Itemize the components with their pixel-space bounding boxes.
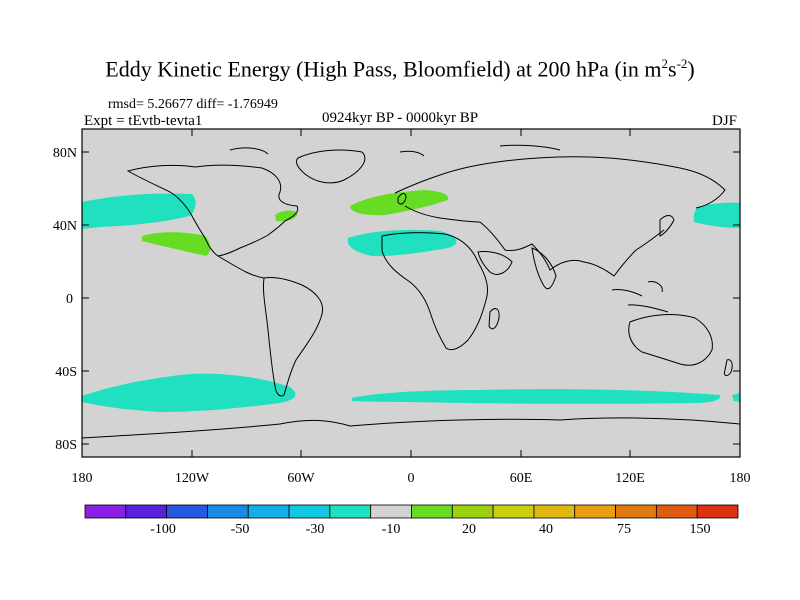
coastline-new-zealand xyxy=(724,359,733,377)
x-tick-label: 60W xyxy=(287,471,315,486)
experiment-label: Expt = tEvtb-tevta1 xyxy=(84,113,203,129)
coastline-uk xyxy=(397,193,407,205)
y-tick-label: 40N xyxy=(53,219,77,234)
colorbar-label: -30 xyxy=(306,522,325,537)
x-tick-label: 120W xyxy=(175,471,210,486)
coastline-central-america xyxy=(217,255,265,279)
colorbar-swatch xyxy=(492,504,535,519)
coastline-india xyxy=(531,247,557,290)
colorbar-labels: -100 -50 -30 -10 20 40 75 150 xyxy=(150,522,710,537)
coastline-europe-mediterranean xyxy=(404,205,481,223)
coastline-south-america xyxy=(263,277,324,397)
colorbar-swatch xyxy=(207,504,249,519)
colorbar-swatch xyxy=(411,504,453,519)
colorbar-label: 75 xyxy=(617,522,631,537)
colorbar-swatch xyxy=(288,504,331,519)
coastline-australia xyxy=(628,314,713,366)
coastline-arabia xyxy=(477,251,513,275)
coastline-madagascar xyxy=(488,308,500,330)
southern-ocean-east-tip xyxy=(732,393,740,402)
colorbar-label: -100 xyxy=(150,522,176,537)
colorbar-label: -10 xyxy=(382,522,401,537)
coastlines xyxy=(81,144,741,439)
map-panel: 180 120W 60W 0 60E 120E 180 80N 40N 0 40… xyxy=(53,128,751,486)
x-tick-label: 120E xyxy=(615,471,645,486)
colorbar-swatch xyxy=(166,504,208,519)
north-atlantic-positive-band xyxy=(350,190,449,216)
x-tick-label: 180 xyxy=(730,471,751,486)
north-pacific-negative-band xyxy=(82,193,196,229)
y-tick-label: 80S xyxy=(55,438,77,453)
north-pacific-east-positive-band xyxy=(142,232,211,256)
colorbar-swatch xyxy=(655,504,698,519)
colorbar-label: -50 xyxy=(231,522,250,537)
coastline-north-america xyxy=(126,164,299,257)
south-pacific-negative-band xyxy=(82,373,296,412)
y-tick-label: 80N xyxy=(53,146,77,161)
x-tick-label: 180 xyxy=(72,471,93,486)
coastline-antarctica xyxy=(81,417,741,439)
coastline-africa xyxy=(381,232,489,351)
colorbar-swatch xyxy=(247,504,290,519)
coastline-asia-south xyxy=(479,221,665,277)
x-axis-ticks xyxy=(81,129,741,457)
southern-ocean-negative-band xyxy=(352,389,721,404)
colorbar-swatch xyxy=(615,504,657,519)
y-tick-label: 0 xyxy=(66,292,73,307)
colorbar: -100 -50 -30 -10 20 40 75 150 xyxy=(84,504,739,537)
coastline-japan xyxy=(659,215,675,237)
colorbar-swatch xyxy=(533,504,576,519)
coastline-southeast-asia-islands xyxy=(611,281,669,313)
coastline-greenland xyxy=(295,149,366,184)
colorbar-swatch xyxy=(370,504,412,519)
colorbar-swatch xyxy=(451,504,494,519)
x-tick-label: 60E xyxy=(510,471,533,486)
colorbar-label: 20 xyxy=(462,522,476,537)
stats-label: rmsd= 5.26677 diff= -1.76949 xyxy=(108,97,278,112)
coastline-arctic-islands xyxy=(229,144,561,157)
colorbar-swatch xyxy=(84,504,127,519)
y-axis-ticks xyxy=(82,151,740,445)
colorbar-swatch xyxy=(696,504,739,519)
colorbar-label: 40 xyxy=(539,522,553,537)
y-tick-label: 40S xyxy=(55,365,77,380)
x-axis-labels: 180 120W 60W 0 60E 120E 180 xyxy=(72,471,751,486)
colorbar-swatch xyxy=(125,504,168,519)
us-east-coast-positive-band xyxy=(275,210,298,222)
coastline-eurasia-north xyxy=(394,156,726,209)
west-pacific-negative-band xyxy=(693,202,740,228)
colorbar-boxes xyxy=(84,504,739,519)
period-label: 0924kyr BP - 0000kyr BP xyxy=(322,110,479,126)
colorbar-swatch xyxy=(329,504,372,519)
colorbar-label: 150 xyxy=(690,522,711,537)
season-label: DJF xyxy=(712,113,738,129)
colorbar-swatch xyxy=(574,504,616,519)
anomaly-regions xyxy=(82,190,740,412)
map-title: Eddy Kinetic Energy (High Pass, Bloomfie… xyxy=(105,56,695,82)
y-axis-labels: 80N 40N 0 40S 80S xyxy=(53,146,77,453)
north-atlantic-subtropical-negative-band xyxy=(347,229,457,257)
x-tick-label: 0 xyxy=(408,471,415,486)
